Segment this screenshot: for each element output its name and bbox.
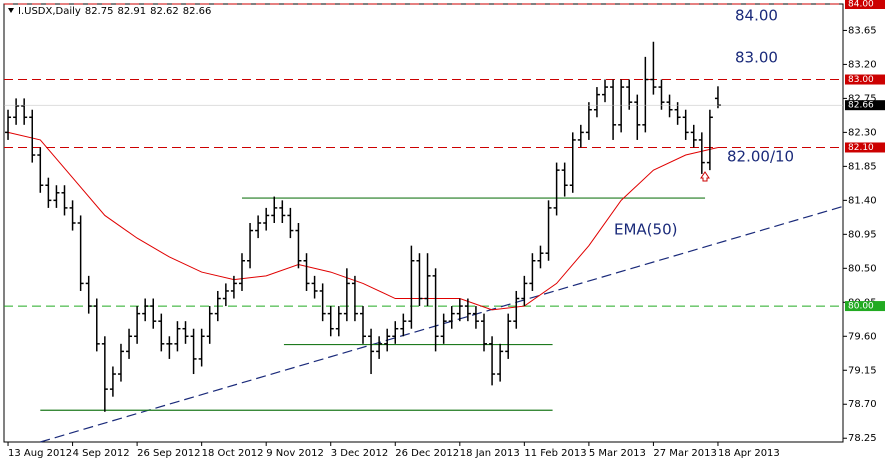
y-tick-label: 79.15 [848, 365, 877, 376]
x-tick-label: 4 Sep 2012 [73, 448, 130, 459]
x-tick-label: 26 Dec 2012 [395, 448, 459, 459]
level-box [845, 74, 885, 85]
symbol: I.USDX,Daily [18, 6, 81, 17]
header-value: 82.62 [150, 6, 179, 17]
header-value: 82.91 [117, 6, 146, 17]
y-tick-label: 78.25 [848, 433, 877, 444]
y-tick-label: 82.30 [848, 127, 877, 138]
x-tick-label: 3 Dec 2012 [331, 448, 389, 459]
annotation: EMA(50) [614, 221, 677, 239]
trendline [40, 205, 844, 443]
y-tick-label: 79.60 [848, 331, 877, 342]
annotation: 84.00 [735, 7, 778, 25]
x-tick-label: 5 Mar 2013 [589, 448, 646, 459]
annotation: 82.00/10 [727, 148, 794, 166]
annotation: 83.00 [735, 49, 778, 67]
level-box [845, 142, 885, 153]
level-label: 82.10 [848, 143, 874, 153]
menu-arrow [8, 8, 14, 13]
y-tick-label: 81.40 [848, 195, 877, 206]
x-tick-label: 18 Jan 2013 [460, 448, 520, 459]
y-tick-label: 83.65 [848, 25, 877, 36]
x-tick-label: 9 Nov 2012 [266, 448, 324, 459]
arrow-marker [700, 171, 710, 182]
last-price-label: 82.66 [848, 101, 874, 111]
level-label: 83.00 [848, 75, 874, 85]
x-tick-label: 13 Aug 2012 [8, 448, 72, 459]
ema-line [7, 131, 719, 311]
header-value: 82.66 [183, 6, 212, 17]
y-tick-label: 80.95 [848, 229, 877, 240]
y-tick-label: 82.75 [848, 93, 877, 104]
x-tick-label: 18 Oct 2012 [202, 448, 264, 459]
last-price-box [845, 100, 885, 111]
y-tick-label: 80.50 [848, 263, 877, 274]
chart-header: I.USDX,Daily 82.75 82.91 82.62 82.66 [18, 6, 211, 17]
level-label: 80.00 [848, 302, 874, 312]
x-tick-label: 18 Apr 2013 [718, 448, 780, 459]
level-box [845, 301, 885, 312]
plot-frame [3, 3, 844, 443]
x-tick-label: 11 Feb 2013 [524, 448, 586, 459]
y-tick-label: 83.20 [848, 59, 877, 70]
x-tick-label: 27 Mar 2013 [653, 448, 716, 459]
y-tick-label: 78.70 [848, 399, 877, 410]
level-box [845, 0, 885, 9]
y-tick-label: 81.85 [848, 161, 877, 172]
level-label: 84.00 [848, 0, 874, 10]
x-tick-label: 26 Sep 2012 [137, 448, 200, 459]
header-value: 82.75 [85, 6, 114, 17]
